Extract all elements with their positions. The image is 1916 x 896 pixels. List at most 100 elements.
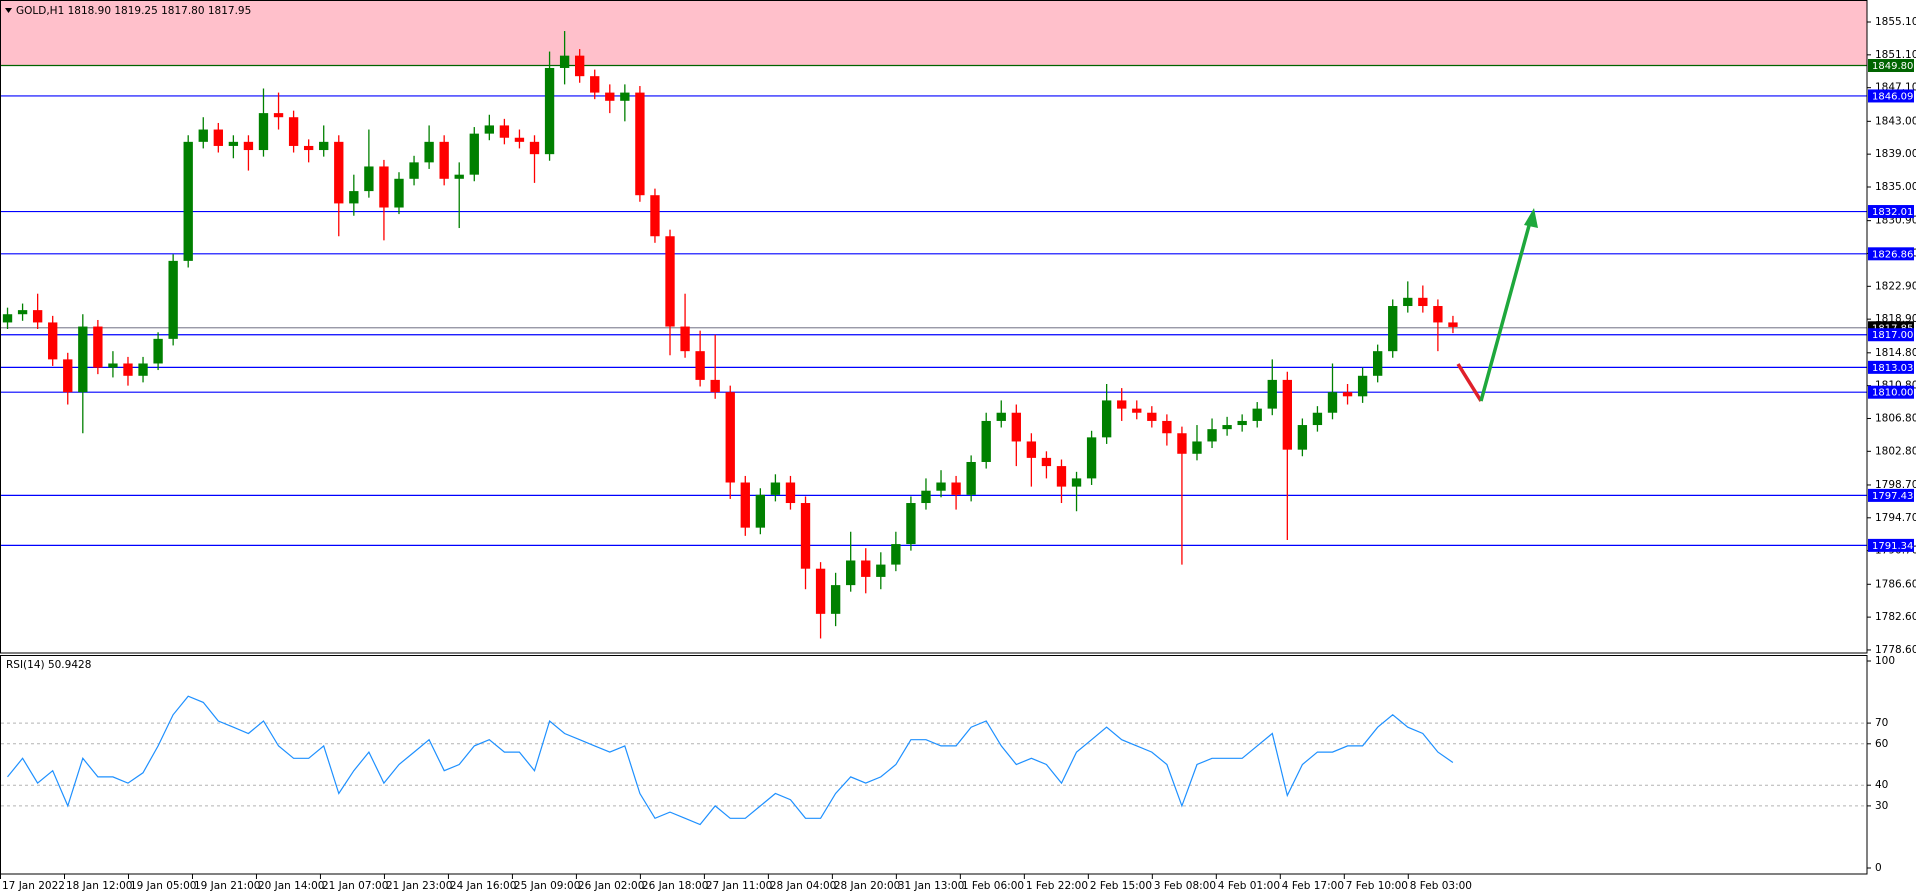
- candle-body: [785, 482, 796, 504]
- candle-body: [17, 310, 28, 315]
- candle-body: [1403, 297, 1413, 307]
- candle-body: [966, 461, 976, 495]
- candle-body: [424, 141, 434, 163]
- x-tick-label: 24 Jan 16:00: [450, 880, 516, 892]
- candle-body: [78, 326, 88, 393]
- candle-body: [183, 141, 193, 261]
- y-tick-label: 30: [1875, 800, 1888, 812]
- y-tick-label: 1843.00: [1875, 115, 1916, 127]
- level-label: 1826.86: [1872, 249, 1913, 260]
- candle-body: [1026, 441, 1037, 458]
- candle-body: [288, 117, 299, 146]
- candle-body: [620, 92, 630, 101]
- level-label: 1791.34: [1872, 541, 1913, 552]
- y-tick-label: 1835.00: [1875, 181, 1916, 193]
- candle-body: [379, 166, 389, 208]
- x-tick-label: 27 Jan 11:00: [706, 880, 772, 892]
- candle-body: [1237, 420, 1247, 426]
- front-layer: 1849.801846.091832.011826.861817.851817.…: [1868, 59, 1914, 552]
- candle-body: [861, 560, 871, 577]
- candle-body: [800, 503, 811, 569]
- candle-body: [1433, 306, 1443, 323]
- candle-body: [319, 141, 329, 151]
- chart-title: GOLD,H1 1818.90 1819.25 1817.80 1817.95: [16, 5, 251, 17]
- x-tick-label: 18 Jan 12:00: [66, 880, 132, 892]
- candle-body: [108, 363, 118, 368]
- level-box: [1868, 360, 1914, 374]
- candle-body: [1207, 429, 1217, 442]
- candle-body: [213, 129, 223, 146]
- candle-body: [575, 55, 585, 77]
- candle-body: [1147, 412, 1157, 421]
- candle-body: [1312, 412, 1323, 426]
- candle-body: [1222, 425, 1232, 430]
- candle-body: [996, 412, 1006, 421]
- candle-body: [605, 92, 615, 101]
- candle-body: [951, 482, 961, 495]
- arrow-head: [1524, 208, 1538, 228]
- y-tick-label: 1851.10: [1875, 49, 1916, 61]
- candle-body: [228, 141, 239, 146]
- candle-body: [906, 503, 916, 545]
- candle-body: [1177, 433, 1187, 454]
- level-label: 1813.03: [1872, 363, 1913, 374]
- candle-body: [740, 482, 750, 528]
- level-box: [1868, 538, 1914, 552]
- candle-body: [1192, 441, 1202, 454]
- candle-body: [830, 585, 841, 614]
- y-tick-label: 1798.70: [1875, 479, 1916, 491]
- x-tick-label: 1 Feb 06:00: [962, 880, 1024, 892]
- candle-body: [1418, 297, 1428, 307]
- candle-body: [1388, 306, 1398, 352]
- y-tick-label: 1778.60: [1875, 644, 1916, 656]
- candle-body: [63, 359, 73, 393]
- level-box: [1868, 488, 1914, 502]
- candle-body: [635, 92, 645, 196]
- candle-body: [2, 314, 13, 323]
- candle-body: [273, 113, 284, 118]
- x-tick-label: 28 Jan 04:00: [770, 880, 836, 892]
- resistance-zone: [1, 0, 1867, 66]
- candle-body: [1282, 379, 1292, 450]
- candle-body: [138, 363, 148, 376]
- candle-body: [1372, 351, 1383, 376]
- rsi-line: [7, 695, 1454, 826]
- candle-body: [559, 55, 570, 68]
- level-box: [1868, 247, 1914, 261]
- y-tick-label: 100: [1875, 655, 1895, 667]
- candle-body: [499, 125, 510, 138]
- candle-body: [846, 560, 856, 586]
- candle-body: [1101, 400, 1112, 438]
- candle-body: [409, 162, 419, 179]
- x-tick-label: 8 Feb 03:00: [1410, 880, 1472, 892]
- y-tick-label: 60: [1875, 738, 1888, 750]
- x-tick-label: 21 Jan 23:00: [386, 880, 452, 892]
- candle-body: [815, 568, 826, 614]
- candle-body: [1342, 392, 1353, 397]
- candle-body: [529, 141, 540, 155]
- candle-body: [1086, 437, 1097, 479]
- x-tick-label: 21 Jan 07:00: [322, 880, 388, 892]
- candle-body: [725, 392, 735, 483]
- candle-body: [123, 363, 133, 376]
- candle-body: [1267, 379, 1277, 409]
- x-tick-label: 19 Jan 21:00: [194, 880, 260, 892]
- y-tick-label: 40: [1875, 779, 1888, 791]
- candle-body: [1041, 457, 1052, 467]
- level-box: [1868, 89, 1914, 103]
- x-tick-label: 4 Feb 01:00: [1218, 880, 1280, 892]
- candle-body: [334, 141, 344, 204]
- candle-body: [1448, 322, 1458, 327]
- candle-body: [364, 166, 374, 192]
- candle-body: [1132, 408, 1142, 413]
- x-tick-label: 1 Feb 22:00: [1026, 880, 1088, 892]
- candle-body: [48, 322, 58, 360]
- candle-body: [484, 125, 495, 134]
- candle-body: [921, 490, 931, 504]
- candle-body: [981, 420, 991, 462]
- candle-body: [695, 351, 705, 380]
- candle-body: [1071, 478, 1082, 487]
- candle-body: [394, 178, 404, 208]
